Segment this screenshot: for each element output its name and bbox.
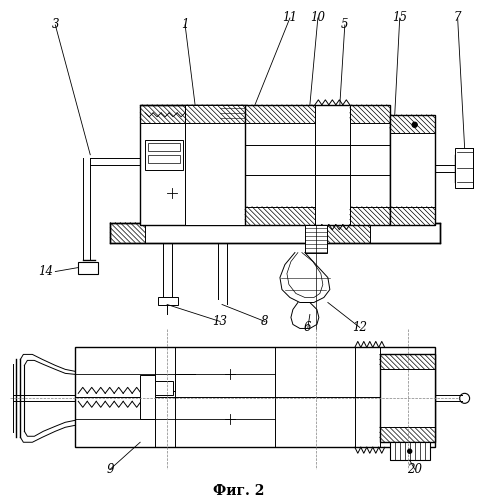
Bar [245,105,390,224]
Bar [140,105,185,123]
Bar [380,354,434,370]
Bar [390,115,434,224]
Text: 7: 7 [454,12,461,24]
Text: 20: 20 [407,462,422,475]
Text: 5: 5 [341,18,349,32]
Text: 12: 12 [352,321,367,334]
Bar [305,224,327,252]
Bar [380,354,434,442]
Text: 10: 10 [310,12,325,24]
Bar [390,442,430,460]
Bar [148,143,180,150]
Circle shape [408,449,412,453]
Bar [140,376,155,420]
Bar [245,206,315,224]
Bar [325,222,370,242]
Bar [185,105,245,123]
Bar [390,206,434,224]
Bar [390,115,434,133]
Bar [140,105,245,224]
Bar [110,222,440,242]
Text: 8: 8 [261,315,269,328]
Bar [185,105,245,224]
Bar [455,148,473,188]
Bar [158,298,178,306]
Bar [350,105,390,123]
Bar [245,105,315,123]
Text: Фиг. 2: Фиг. 2 [213,484,265,498]
Text: 3: 3 [52,18,59,32]
Bar [145,140,183,170]
Bar [110,222,145,242]
Text: 1: 1 [182,18,189,32]
Text: 13: 13 [213,315,228,328]
Bar [78,262,98,274]
Text: 15: 15 [392,12,407,24]
Circle shape [412,122,417,128]
Bar [380,428,434,442]
Text: 14: 14 [38,265,53,278]
Text: 6: 6 [304,321,312,334]
Bar [148,154,180,162]
Bar [75,348,434,447]
Bar [350,206,390,224]
Text: 11: 11 [283,12,297,24]
Text: 9: 9 [106,462,114,475]
Bar [155,382,173,396]
